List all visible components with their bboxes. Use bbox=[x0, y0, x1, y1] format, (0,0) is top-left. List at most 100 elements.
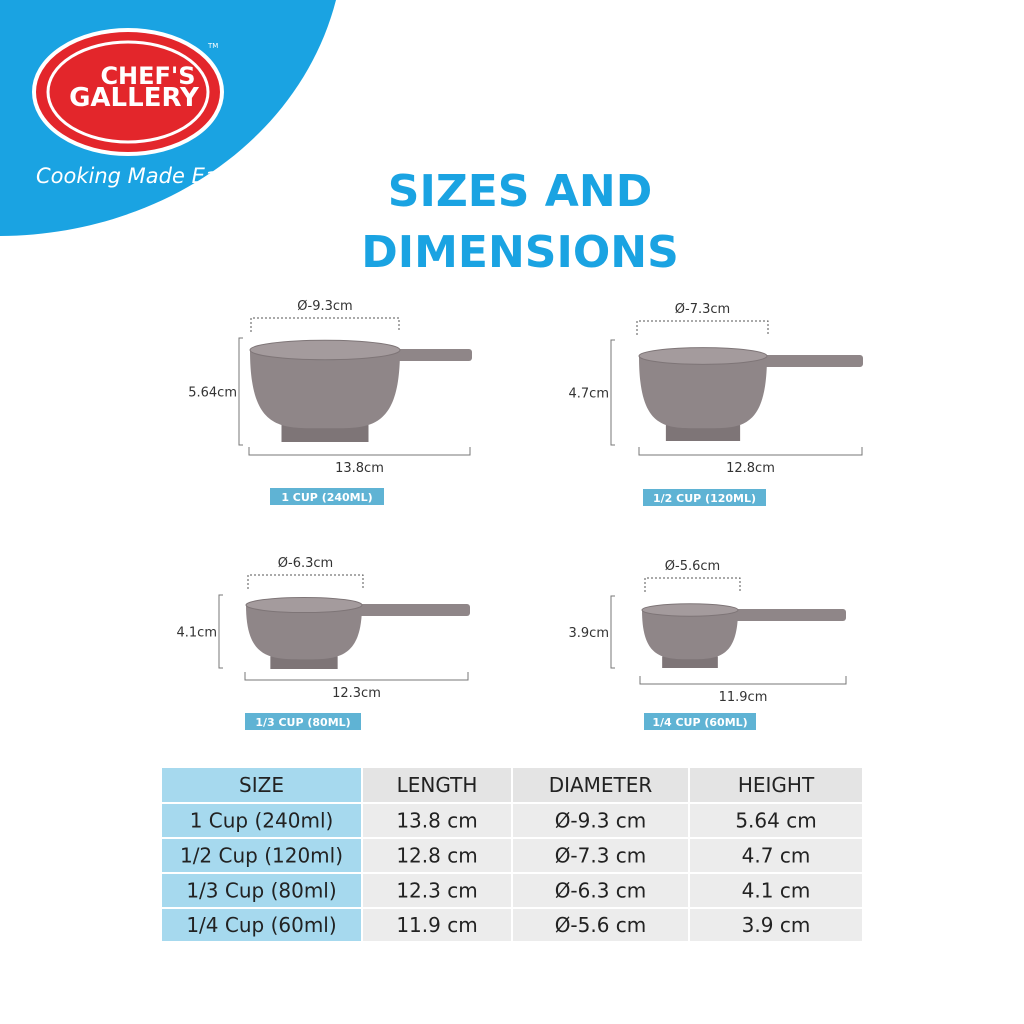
logo-badge bbox=[32, 28, 224, 156]
table-cell-text: 13.8 cm bbox=[396, 809, 477, 833]
table-cell bbox=[513, 804, 688, 837]
table-cell-text: Ø-7.3 cm bbox=[555, 844, 647, 868]
size-badge-text: 1/4 CUP (60ML) bbox=[652, 716, 747, 729]
dimension-line bbox=[247, 574, 364, 589]
table-header-text: HEIGHT bbox=[738, 773, 815, 797]
table-cell bbox=[690, 839, 862, 872]
dimension-line bbox=[218, 594, 223, 669]
tagline: Cooking Made Easy bbox=[36, 164, 242, 188]
cup-body bbox=[639, 356, 767, 429]
table-cell bbox=[513, 874, 688, 907]
title: DIMENSIONS bbox=[361, 227, 679, 278]
table-cell bbox=[162, 874, 361, 907]
table-cell bbox=[363, 768, 511, 802]
dimension-line bbox=[610, 339, 615, 446]
diameter-label: Ø-5.6cm bbox=[665, 559, 720, 574]
table-header-text: SIZE bbox=[239, 773, 284, 797]
table-header-text: LENGTH bbox=[397, 773, 478, 797]
dimension-line bbox=[250, 317, 400, 332]
table-cell bbox=[363, 909, 511, 941]
table-header-text: DIAMETER bbox=[549, 773, 653, 797]
size-badge bbox=[644, 713, 756, 730]
table-cell bbox=[690, 909, 862, 941]
dimension-line bbox=[238, 337, 243, 446]
cup-body bbox=[250, 350, 400, 429]
dimension-line bbox=[244, 672, 469, 681]
trademark: TM bbox=[207, 42, 218, 50]
logo-text: GALLERY bbox=[69, 83, 200, 113]
table-cell-text: 12.8 cm bbox=[396, 844, 477, 868]
logo-ring bbox=[46, 40, 210, 144]
table-cell-text: 5.64 cm bbox=[735, 809, 816, 833]
table-cell-text: 1/2 Cup (120ml) bbox=[180, 844, 343, 868]
table-cell bbox=[363, 804, 511, 837]
cup-rim bbox=[641, 603, 739, 617]
dimension-line bbox=[636, 320, 769, 335]
size-badge bbox=[270, 488, 384, 505]
cup-body bbox=[642, 610, 738, 660]
table-cell bbox=[513, 839, 688, 872]
table: SIZE LENGTH DIAMETER HEIGHT 1 Cup (240ml) 13.… bbox=[162, 768, 862, 941]
table-cell bbox=[162, 768, 361, 802]
length-label: 12.8cm bbox=[726, 461, 775, 476]
table-cell-text: Ø-6.3 cm bbox=[555, 879, 647, 903]
cup-handle bbox=[761, 355, 863, 367]
table-cell bbox=[363, 839, 511, 872]
cup-rim bbox=[245, 596, 363, 614]
dimension-line bbox=[639, 676, 847, 685]
table-cell-text: 11.9 cm bbox=[396, 913, 477, 937]
table-cell-text: 4.1 cm bbox=[742, 879, 811, 903]
length-label: 12.3cm bbox=[332, 686, 381, 701]
height-label: 3.9cm bbox=[569, 626, 610, 641]
cup-rim bbox=[249, 339, 401, 361]
cup-foot bbox=[270, 656, 338, 669]
table-cell-text: 1/4 Cup (60ml) bbox=[186, 913, 336, 937]
cup-handle bbox=[356, 604, 470, 616]
height-label: 4.1cm bbox=[177, 626, 218, 641]
diameter-label: Ø-9.3cm bbox=[297, 299, 352, 314]
table-cell-text: 1/3 Cup (80ml) bbox=[186, 879, 336, 903]
cup-rim bbox=[638, 347, 768, 365]
items: Ø-9.3cm 5.64cm 13.8cm 1 CUP (240ML) Ø-7.3cm 4… bbox=[177, 299, 863, 730]
table-cell-text: Ø-5.6 cm bbox=[555, 913, 647, 937]
table-cell-text: Ø-9.3 cm bbox=[555, 809, 647, 833]
table-cell bbox=[690, 874, 862, 907]
height-label: 4.7cm bbox=[569, 387, 610, 402]
cup-handle bbox=[394, 349, 472, 361]
title: SIZES AND bbox=[388, 166, 652, 217]
cup-foot bbox=[281, 423, 369, 442]
length-label: 13.8cm bbox=[335, 461, 384, 476]
dimension-line bbox=[610, 595, 615, 669]
diameter-label: Ø-6.3cm bbox=[278, 556, 333, 571]
table-cell bbox=[513, 768, 688, 802]
size-badge bbox=[643, 489, 766, 506]
table-cell bbox=[690, 768, 862, 802]
size-badge-text: 1/3 CUP (80ML) bbox=[255, 716, 350, 729]
dimension-line bbox=[644, 577, 741, 592]
table-cell-text: 12.3 cm bbox=[396, 879, 477, 903]
table-cell bbox=[690, 804, 862, 837]
diameter-label: Ø-7.3cm bbox=[675, 302, 730, 317]
cup-handle bbox=[732, 609, 846, 621]
dimension-line bbox=[248, 447, 471, 456]
size-badge-text: 1 CUP (240ML) bbox=[281, 491, 372, 504]
logo-text: CHEF'S bbox=[100, 62, 195, 90]
table-cell-text: 3.9 cm bbox=[742, 913, 811, 937]
table-cell bbox=[363, 874, 511, 907]
cup-body bbox=[246, 605, 362, 660]
height-label: 5.64cm bbox=[188, 386, 237, 401]
table-cell bbox=[162, 804, 361, 837]
table-cell bbox=[513, 909, 688, 941]
table-cell bbox=[162, 839, 361, 872]
table-cell-text: 4.7 cm bbox=[742, 844, 811, 868]
length-label: 11.9cm bbox=[719, 690, 768, 705]
table-cell bbox=[162, 909, 361, 941]
dimension-line bbox=[638, 447, 863, 456]
size-badge bbox=[245, 713, 361, 730]
cup-foot bbox=[662, 656, 718, 668]
table-cell-text: 1 Cup (240ml) bbox=[190, 809, 334, 833]
size-badge-text: 1/2 CUP (120ML) bbox=[653, 492, 756, 505]
cup-foot bbox=[665, 424, 741, 441]
